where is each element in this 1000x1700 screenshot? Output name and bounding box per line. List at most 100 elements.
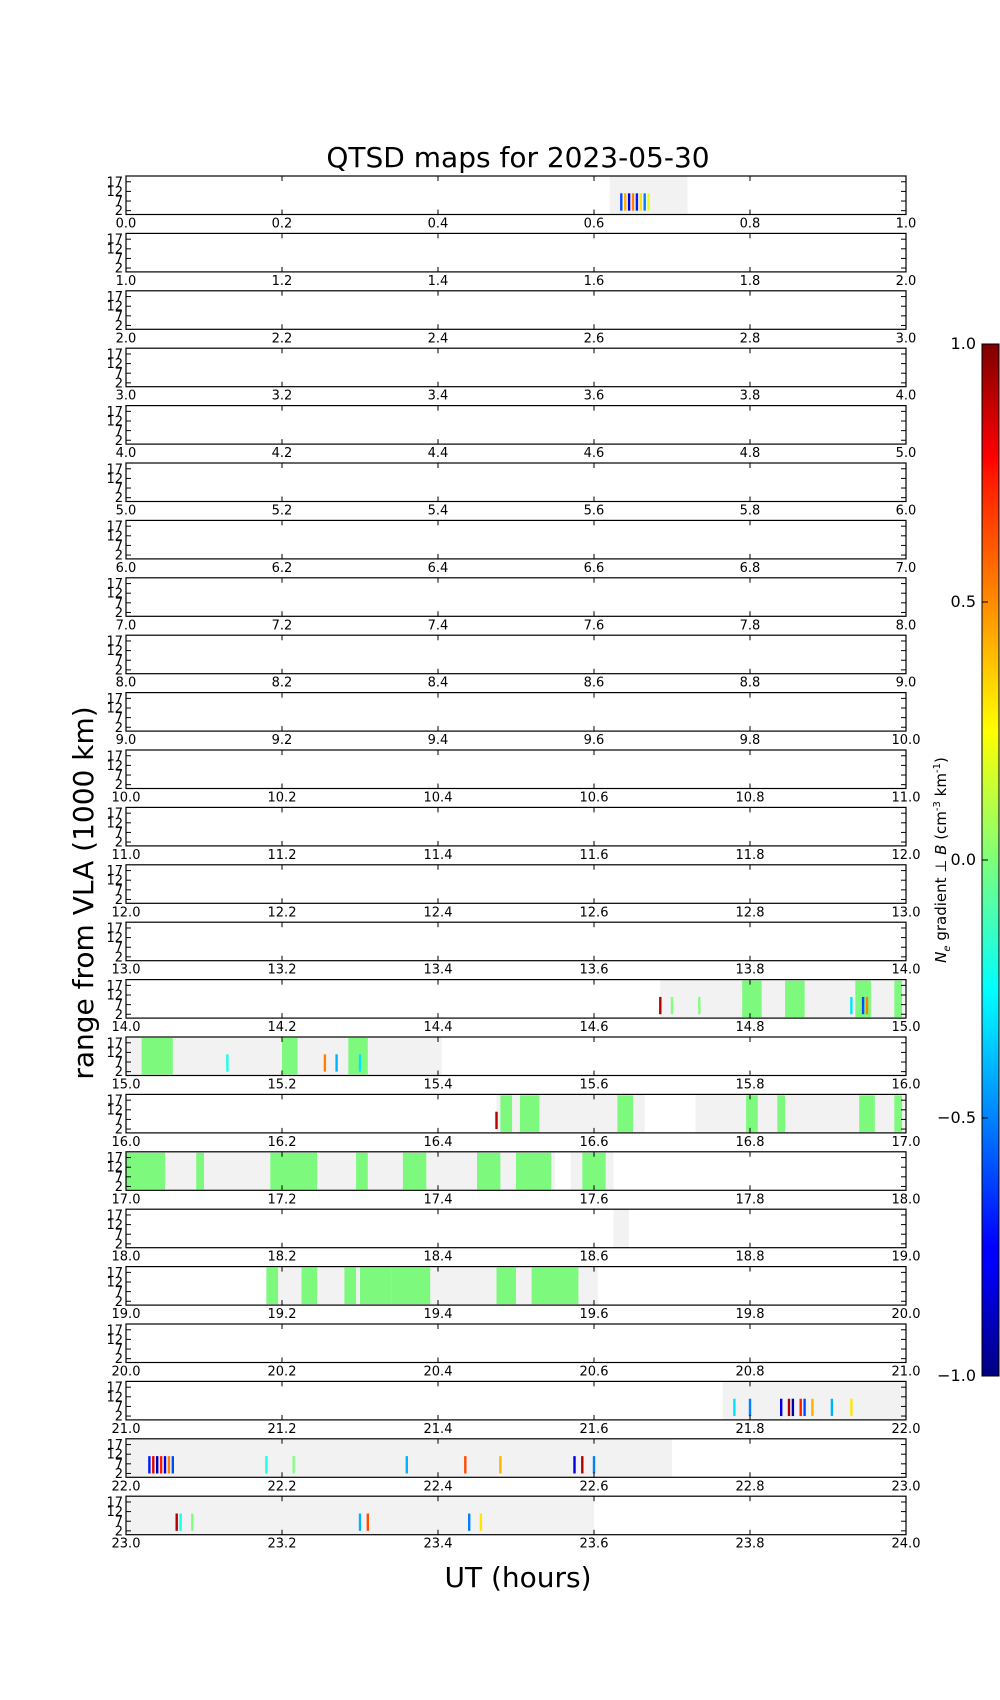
y-tick-label: 2 <box>115 491 123 506</box>
gradient-feature <box>698 996 701 1015</box>
gradient-feature <box>624 193 627 211</box>
gradient-band <box>859 1095 875 1132</box>
panel-frame <box>125 1208 907 1249</box>
y-tick-label: 7 <box>115 482 123 497</box>
x-tick-label: 14.2 <box>268 1020 297 1035</box>
colorbar-label-b: B <box>932 845 950 855</box>
x-tick-label: 14.6 <box>580 1020 609 1035</box>
x-tick-label: 7.2 <box>272 618 293 633</box>
panel-frame <box>125 749 907 790</box>
y-tick-label: 7 <box>115 424 123 439</box>
y-tick-label: 17 <box>106 405 123 420</box>
gradient-band <box>126 1152 165 1190</box>
gradient-feature <box>159 1456 163 1474</box>
gradient-feature <box>620 193 623 211</box>
x-tick-label: 16.0 <box>892 1078 921 1093</box>
y-tick-label: 17 <box>106 1495 123 1510</box>
x-tick-label: 13.6 <box>580 963 609 978</box>
chart-title: QTSD maps for 2023-05-30 <box>326 141 709 174</box>
x-tick-label: 11.2 <box>268 848 297 863</box>
x-tick-label: 3.0 <box>116 389 137 404</box>
colorbar-label-var: N <box>932 952 950 963</box>
x-tick-label: 22.0 <box>892 1422 921 1437</box>
x-tick-label: 20.4 <box>424 1365 453 1380</box>
y-tick-label: 12 <box>106 644 123 659</box>
y-tick-label: 7 <box>115 1457 123 1472</box>
x-tick-label: 14.8 <box>736 1020 765 1035</box>
x-tick-label: 20.2 <box>268 1365 297 1380</box>
panel-frame <box>125 978 907 1019</box>
y-tick-label: 17 <box>106 864 123 879</box>
y-tick-label: 2 <box>115 376 123 391</box>
y-tick-label: 12 <box>106 1103 123 1118</box>
y-tick-label: 2 <box>115 1180 123 1195</box>
x-tick-label: 3.8 <box>740 389 761 404</box>
x-tick-label: 8.0 <box>896 618 917 633</box>
x-tick-label: 20.8 <box>736 1365 765 1380</box>
panel-frame <box>125 864 907 904</box>
x-tick-label: 16.4 <box>424 1135 453 1150</box>
y-tick-label: 2 <box>115 663 123 678</box>
panel-frame <box>125 290 907 330</box>
x-axis-title: UT (hours) <box>444 1561 591 1594</box>
x-tick-label: 23.0 <box>892 1479 921 1494</box>
x-tick-label: 21.8 <box>736 1422 765 1437</box>
x-tick-label: 9.0 <box>896 676 917 691</box>
y-tick-label: 17 <box>106 520 123 535</box>
gradient-band <box>894 1095 903 1132</box>
gradient-band <box>477 1152 501 1190</box>
x-tick-label: 15.6 <box>580 1078 609 1093</box>
gradient-feature <box>499 1456 502 1474</box>
x-tick-label: 11.0 <box>112 848 141 863</box>
y-tick-label: 7 <box>115 309 123 324</box>
y-tick-label: 12 <box>106 1390 123 1405</box>
x-tick-label: 0.6 <box>584 217 605 232</box>
x-tick-label: 7.0 <box>116 618 137 633</box>
y-tick-label: 17 <box>106 1036 123 1051</box>
x-tick-label: 7.8 <box>740 618 761 633</box>
y-tick-label: 17 <box>106 290 123 305</box>
y-tick-label: 7 <box>115 252 123 267</box>
x-tick-label: 4.4 <box>428 446 449 461</box>
x-tick-label: 2.0 <box>896 274 917 289</box>
gradient-feature <box>748 1398 752 1417</box>
gradient-feature <box>635 193 639 211</box>
panel-frame <box>125 806 907 847</box>
colorbar-tick-label: 1.0 <box>951 334 976 353</box>
y-tick-label: 2 <box>115 1410 123 1425</box>
gradient-band <box>531 1267 579 1305</box>
y-tick-label: 7 <box>115 883 123 898</box>
y-tick-label: 12 <box>106 587 123 602</box>
x-tick-label: 12.8 <box>736 905 765 920</box>
x-tick-label: 0.2 <box>272 217 293 232</box>
y-tick-label: 12 <box>106 1161 123 1176</box>
gradient-band <box>391 1267 431 1305</box>
gradient-band <box>196 1152 204 1190</box>
y-tick-label: 2 <box>115 319 123 334</box>
x-tick-label: 4.0 <box>896 389 917 404</box>
y-tick-label: 2 <box>115 606 123 621</box>
gradient-band <box>894 980 903 1018</box>
panel-frame <box>125 1495 907 1536</box>
x-tick-label: 19.8 <box>736 1307 765 1322</box>
y-tick-label: 12 <box>106 702 123 717</box>
y-tick-label: 17 <box>106 175 123 190</box>
x-tick-label: 8.6 <box>584 676 605 691</box>
x-tick-label: 8.4 <box>428 676 449 691</box>
panel-frame <box>125 1093 907 1134</box>
y-tick-label: 7 <box>115 1515 123 1530</box>
gradient-feature <box>811 1398 814 1417</box>
x-tick-label: 18.0 <box>112 1250 141 1265</box>
panel-frame <box>125 921 907 962</box>
y-tick-label: 17 <box>106 979 123 994</box>
x-tick-label: 21.0 <box>112 1422 141 1437</box>
y-tick-label: 17 <box>106 1151 123 1166</box>
gradient-band <box>785 980 805 1018</box>
x-tick-label: 23.6 <box>580 1537 609 1552</box>
